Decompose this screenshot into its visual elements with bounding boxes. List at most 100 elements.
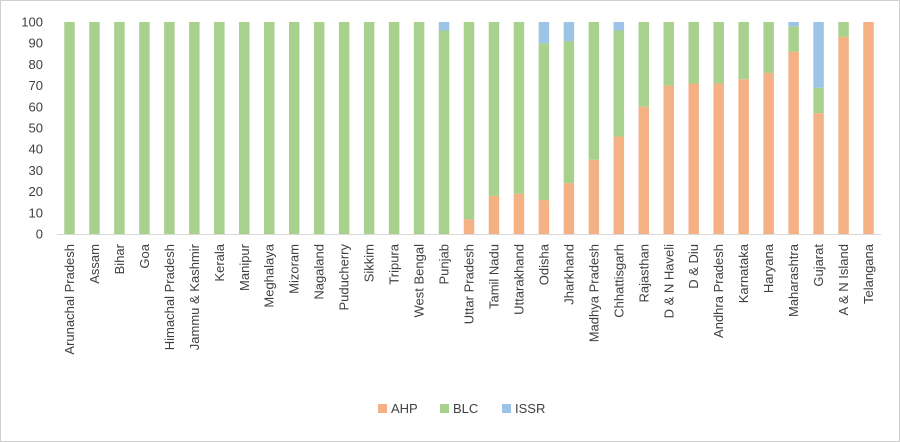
y-tick-label: 50 (29, 121, 43, 136)
x-category-label: Mizoram (287, 244, 302, 294)
y-tick-label: 70 (29, 78, 43, 93)
bar-segment-blc (563, 41, 575, 184)
bar-segment-blc (114, 22, 125, 234)
bar-segment-ahp (738, 79, 749, 235)
x-category-label: D & N Haveli (661, 244, 676, 319)
bar-segment-blc (214, 22, 225, 234)
x-category-label: Uttarakhand (511, 244, 526, 315)
y-tick-label: 60 (29, 99, 43, 114)
bar-segment-blc (239, 22, 250, 234)
bar-segment-blc (363, 22, 375, 234)
x-category-label: Tripura (387, 243, 402, 284)
y-axis-ticks: 0 10 20 30 40 50 60 70 80 90 100 (21, 15, 43, 242)
bar-segment-blc (338, 22, 350, 234)
bar-segment-ahp (663, 85, 674, 234)
x-category-label: Bihar (112, 243, 127, 274)
bar-segment-ahp (613, 136, 625, 234)
x-category-label: Kerala (212, 243, 227, 281)
bar-segment-issr (538, 22, 550, 44)
bar-segment-blc (688, 22, 699, 84)
bar-segment-blc (64, 22, 75, 234)
bar-segment-issr (438, 22, 450, 31)
bar-segment-issr (788, 22, 799, 27)
bar-segment-blc (164, 22, 175, 234)
bars-group (64, 22, 874, 235)
bar-segment-blc (638, 22, 650, 107)
x-category-label: Jharkhand (561, 244, 576, 305)
x-category-label: Gujarat (811, 244, 826, 287)
x-category-label: Meghalaya (262, 243, 277, 307)
bar-segment-blc (288, 22, 300, 234)
bar-segment-ahp (813, 113, 824, 234)
bar-segment-blc (713, 22, 724, 84)
x-category-label: Telangana (861, 243, 876, 304)
x-category-label: Puducherry (337, 244, 352, 311)
bar-segment-blc (139, 22, 150, 234)
bar-segment-ahp (788, 51, 799, 235)
bar-segment-blc (838, 22, 849, 37)
bar-segment-ahp (763, 72, 774, 234)
bar-segment-blc (264, 22, 275, 234)
x-category-label: Haryana (761, 243, 776, 293)
x-category-label: Madhya Pradesh (586, 244, 601, 342)
x-category-label: Punjab (437, 244, 452, 284)
bar-segment-ahp (588, 159, 600, 234)
bar-segment-ahp (463, 219, 475, 234)
bar-segment-ahp (713, 83, 724, 234)
bar-segment-ahp (563, 183, 575, 234)
x-category-label: Assam (87, 244, 102, 284)
x-axis-category-labels: Arunachal Pradesh Assam Bihar Goa Himachal P… (62, 243, 876, 354)
y-tick-label: 30 (29, 163, 43, 178)
bar-segment-blc (438, 30, 450, 235)
bar-segment-blc (763, 22, 774, 73)
bar-segment-ahp (638, 106, 650, 234)
x-category-label: Odisha (536, 243, 551, 285)
x-category-label: Tamil Nadu (486, 244, 501, 309)
bar-segment-ahp (513, 193, 525, 234)
x-category-label: Uttar Pradesh (462, 244, 477, 324)
legend-swatch-issr (502, 404, 511, 413)
x-category-label: West Bengal (412, 244, 427, 318)
x-category-label: D & Diu (686, 244, 701, 289)
bar-segment-ahp (863, 22, 874, 234)
x-category-label: Arunachal Pradesh (62, 244, 77, 355)
bar-segment-ahp (488, 195, 500, 234)
bar-segment-blc (813, 87, 824, 114)
bar-segment-issr (613, 22, 625, 31)
y-tick-label: 20 (29, 184, 43, 199)
bar-segment-blc (738, 22, 749, 80)
bar-segment-blc (588, 22, 600, 160)
legend-label-ahp: AHP (391, 401, 418, 416)
y-tick-label: 80 (29, 57, 43, 72)
x-category-label: A & N Island (836, 244, 851, 316)
y-tick-label: 40 (29, 142, 43, 157)
x-category-label: Karnataka (736, 243, 751, 303)
legend-swatch-blc (440, 404, 449, 413)
bar-segment-ahp (538, 200, 550, 234)
x-category-label: Andhra Pradesh (711, 244, 726, 338)
x-category-label: Rajasthan (636, 244, 651, 303)
bar-segment-blc (613, 30, 625, 137)
bar-segment-blc (788, 26, 799, 52)
x-category-label: Nagaland (312, 244, 327, 300)
y-tick-label: 0 (36, 227, 43, 242)
legend: AHP BLC ISSR (378, 401, 545, 416)
bar-segment-blc (189, 22, 200, 234)
bar-segment-blc (463, 22, 475, 220)
bar-segment-blc (513, 22, 525, 194)
y-tick-label: 90 (29, 36, 43, 51)
x-category-label: Goa (137, 243, 152, 268)
bar-segment-issr (813, 22, 824, 88)
bar-segment-blc (413, 22, 425, 234)
x-category-label: Chhattisgarh (611, 244, 626, 318)
bar-segment-ahp (688, 83, 699, 234)
x-category-label: Manipur (237, 243, 252, 291)
legend-label-blc: BLC (453, 401, 478, 416)
legend-swatch-ahp (378, 404, 387, 413)
x-category-label: Sikkim (362, 244, 377, 282)
x-category-label: Maharashtra (786, 243, 801, 317)
y-tick-label: 10 (29, 205, 43, 220)
x-category-label: Jammu & Kashmir (187, 243, 202, 350)
bar-segment-blc (538, 43, 550, 201)
